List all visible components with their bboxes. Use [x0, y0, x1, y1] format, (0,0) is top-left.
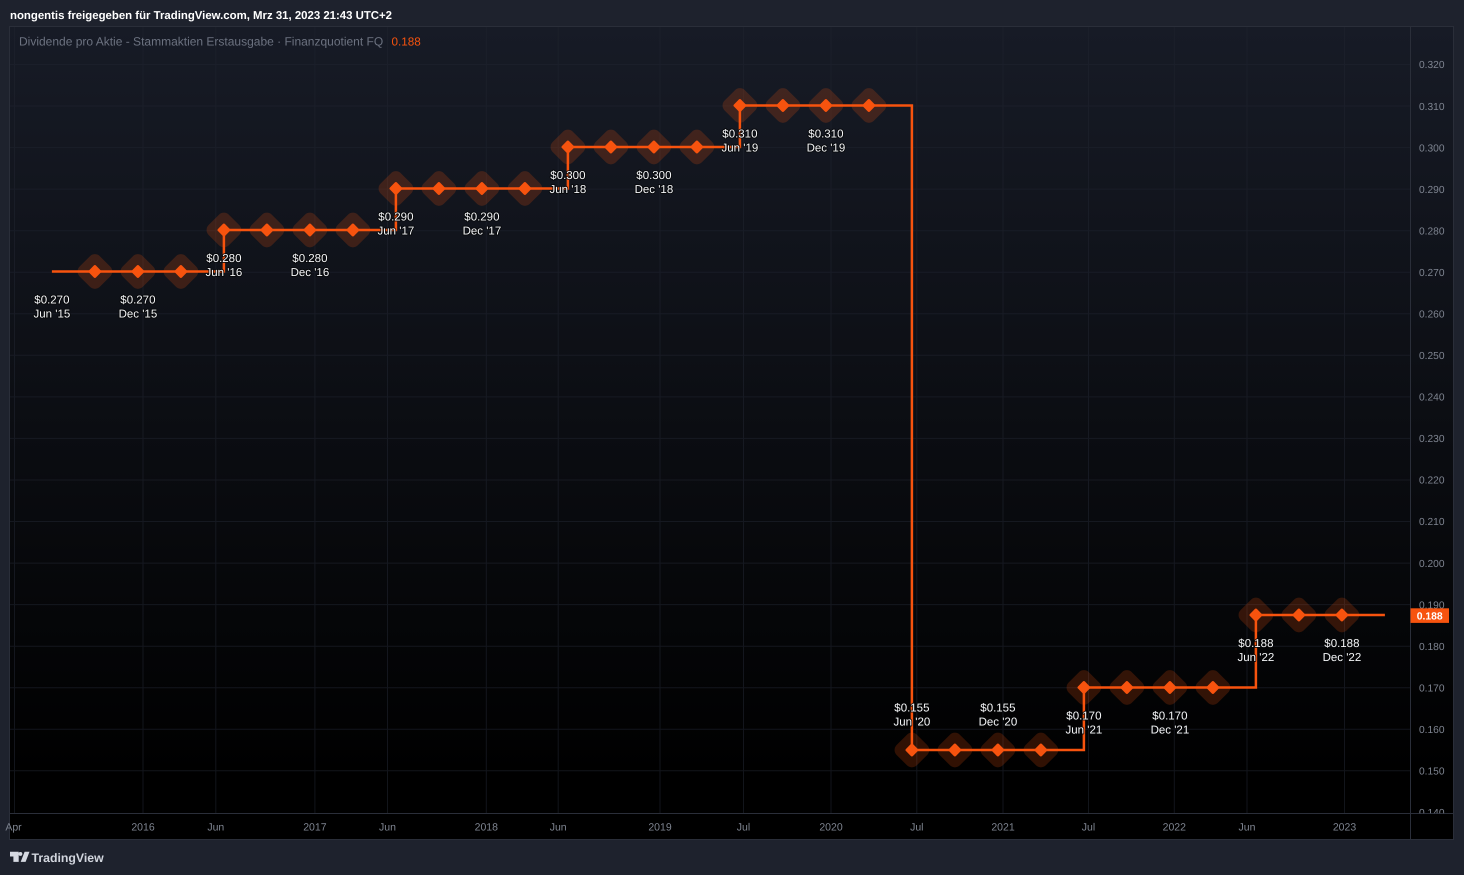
svg-text:$0.270: $0.270 [34, 295, 69, 307]
svg-text:Dec '15: Dec '15 [119, 309, 158, 321]
svg-text:Jul: Jul [910, 822, 923, 834]
svg-text:$0.170: $0.170 [1066, 711, 1101, 723]
svg-text:0.170: 0.170 [1419, 684, 1445, 695]
svg-text:$0.300: $0.300 [636, 170, 671, 182]
svg-text:$0.290: $0.290 [378, 212, 413, 224]
svg-text:0.140: 0.140 [1419, 808, 1445, 819]
svg-text:$0.290: $0.290 [464, 212, 499, 224]
svg-text:0.230: 0.230 [1419, 434, 1445, 445]
svg-text:Dec '22: Dec '22 [1323, 652, 1362, 664]
svg-text:$0.155: $0.155 [894, 703, 929, 715]
svg-text:0.260: 0.260 [1419, 310, 1445, 321]
svg-text:Jun '15: Jun '15 [34, 309, 71, 321]
svg-text:0.290: 0.290 [1419, 185, 1445, 196]
svg-text:Jun '22: Jun '22 [1238, 652, 1275, 664]
svg-text:2022: 2022 [1163, 822, 1187, 834]
svg-text:0.310: 0.310 [1419, 102, 1445, 113]
svg-text:0.200: 0.200 [1419, 559, 1445, 570]
svg-text:Dec '17: Dec '17 [463, 226, 502, 238]
svg-text:0.210: 0.210 [1419, 517, 1445, 528]
svg-text:Jun: Jun [550, 822, 567, 834]
svg-text:0.240: 0.240 [1419, 393, 1445, 404]
svg-text:$0.280: $0.280 [206, 253, 241, 265]
svg-text:0.320: 0.320 [1419, 60, 1445, 71]
svg-text:Jun '18: Jun '18 [550, 184, 587, 196]
svg-text:2020: 2020 [819, 822, 843, 834]
svg-text:$0.155: $0.155 [980, 703, 1015, 715]
svg-text:Dec '19: Dec '19 [807, 143, 846, 155]
svg-text:2019: 2019 [648, 822, 672, 834]
svg-text:0.180: 0.180 [1419, 642, 1445, 653]
svg-text:$0.270: $0.270 [120, 295, 155, 307]
svg-text:0.190: 0.190 [1419, 600, 1445, 611]
svg-text:Jun: Jun [1239, 822, 1256, 834]
svg-text:2018: 2018 [475, 822, 499, 834]
svg-text:2017: 2017 [303, 822, 327, 834]
svg-text:2021: 2021 [991, 822, 1015, 834]
svg-text:$0.188: $0.188 [1324, 638, 1359, 650]
svg-text:Jun '17: Jun '17 [378, 226, 415, 238]
svg-text:Jul: Jul [1082, 822, 1095, 834]
svg-text:$0.170: $0.170 [1152, 711, 1187, 723]
svg-text:0.220: 0.220 [1419, 476, 1445, 487]
svg-text:Dividende pro Aktie - Stammakt: Dividende pro Aktie - Stammaktien Erstau… [19, 35, 383, 49]
svg-text:2016: 2016 [131, 822, 155, 834]
svg-text:Jul: Jul [737, 822, 750, 834]
svg-text:Apr: Apr [5, 822, 22, 834]
svg-text:$0.188: $0.188 [1238, 638, 1273, 650]
svg-text:Dec '16: Dec '16 [291, 267, 330, 279]
svg-text:Jun: Jun [379, 822, 396, 834]
svg-text:Jun '16: Jun '16 [206, 267, 243, 279]
svg-text:Dec '18: Dec '18 [635, 184, 674, 196]
svg-text:0.150: 0.150 [1419, 767, 1445, 778]
svg-text:2023: 2023 [1333, 822, 1357, 834]
svg-text:Jun '19: Jun '19 [722, 143, 759, 155]
svg-text:Jun '20: Jun '20 [894, 717, 931, 729]
svg-text:0.188: 0.188 [392, 36, 421, 49]
svg-text:0.270: 0.270 [1419, 268, 1445, 279]
svg-text:0.280: 0.280 [1419, 226, 1445, 237]
svg-text:0.160: 0.160 [1419, 725, 1445, 736]
svg-text:Jun: Jun [207, 822, 224, 834]
svg-text:$0.300: $0.300 [550, 170, 585, 182]
svg-text:$0.310: $0.310 [808, 129, 843, 141]
svg-text:0.188: 0.188 [1417, 612, 1443, 623]
svg-text:0.300: 0.300 [1419, 143, 1445, 154]
svg-text:Dec '21: Dec '21 [1151, 725, 1190, 737]
svg-text:0.250: 0.250 [1419, 351, 1445, 362]
svg-text:TradingView: TradingView [32, 851, 105, 865]
svg-text:Jun '21: Jun '21 [1066, 725, 1103, 737]
svg-text:nongentis freigegeben für Trad: nongentis freigegeben für TradingView.co… [10, 10, 392, 22]
svg-text:$0.310: $0.310 [722, 129, 757, 141]
svg-text:Dec '20: Dec '20 [979, 717, 1018, 729]
svg-text:$0.280: $0.280 [292, 253, 327, 265]
